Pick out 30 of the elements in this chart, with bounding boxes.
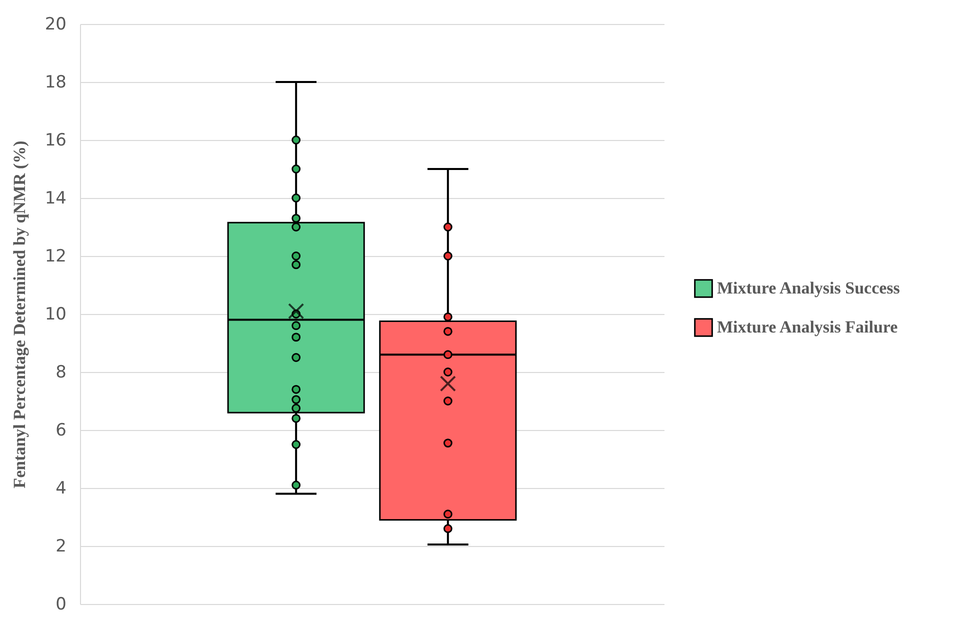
point bbox=[292, 353, 301, 362]
point bbox=[292, 260, 301, 270]
y-tick-label: 0 bbox=[56, 594, 66, 614]
y-tick-label: 16 bbox=[44, 130, 66, 150]
y-tick-label: 12 bbox=[44, 246, 66, 266]
legend-label: Mixture Analysis Success bbox=[717, 278, 900, 298]
y-tick-label: 18 bbox=[44, 72, 66, 92]
point bbox=[292, 384, 301, 394]
legend-label: Mixture Analysis Failure bbox=[717, 318, 898, 336]
point bbox=[292, 480, 301, 490]
point bbox=[292, 164, 301, 174]
y-tick-label: 8 bbox=[56, 362, 66, 382]
point bbox=[292, 222, 301, 232]
point bbox=[292, 321, 301, 330]
point bbox=[292, 194, 301, 202]
point bbox=[292, 136, 301, 144]
point bbox=[292, 214, 301, 223]
y-tick-label: 6 bbox=[56, 420, 66, 440]
y-tick-label: 4 bbox=[56, 478, 66, 498]
y-axis-title: Fentanyl Percentage Determined by qNMR (%) bbox=[10, 140, 29, 488]
y-tick-label: 20 bbox=[44, 14, 66, 34]
y-tick-label: 2 bbox=[56, 536, 66, 556]
y-tick-label: 10 bbox=[44, 304, 66, 324]
y-tick-label: 14 bbox=[44, 188, 66, 208]
point bbox=[292, 404, 301, 413]
point bbox=[292, 414, 301, 423]
point bbox=[292, 440, 301, 449]
point bbox=[292, 395, 301, 404]
point bbox=[292, 332, 301, 342]
point bbox=[292, 252, 301, 260]
